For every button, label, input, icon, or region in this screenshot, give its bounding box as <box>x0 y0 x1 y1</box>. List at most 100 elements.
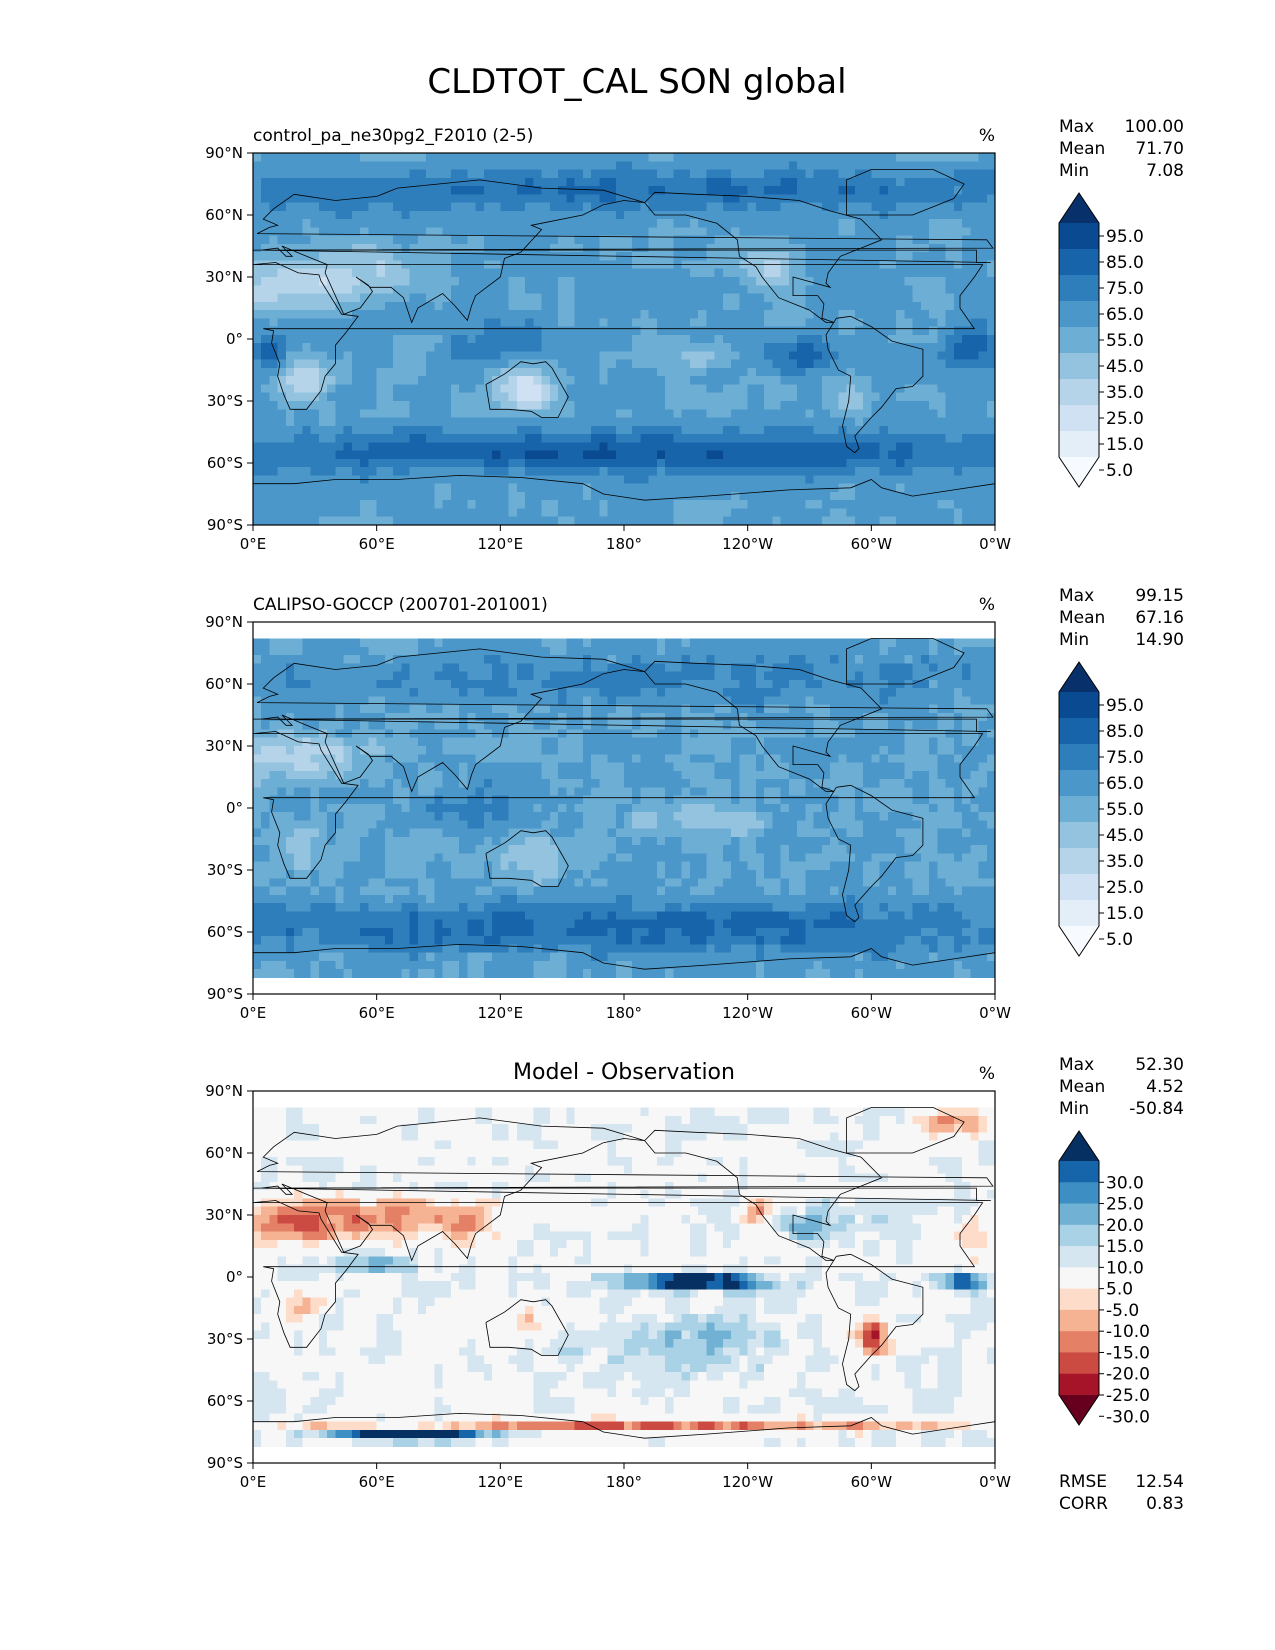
y-tick-label: 30°N <box>205 737 243 755</box>
colorbar-segment <box>1059 379 1099 406</box>
x-tick-label: 180° <box>606 535 642 553</box>
colorbar-segment <box>1059 744 1099 771</box>
coastline <box>485 1299 569 1356</box>
colorbar-tick-label: 45.0 <box>1106 826 1144 846</box>
coastline <box>253 474 995 501</box>
y-tick-label: 0° <box>226 799 243 817</box>
x-tick-label: 120°W <box>722 1473 773 1491</box>
y-tick-label: 60°N <box>205 206 243 224</box>
colorbar: 95.0 85.0 75.0 65.0 55.0 45.0 35.0 25.0 15.0 5.0 <box>1058 192 1144 488</box>
colorbar-tick-label: 95.0 <box>1106 696 1144 716</box>
coastline <box>253 648 994 793</box>
y-tick-label: 90°S <box>207 516 243 534</box>
y-tick-label: 0° <box>226 330 243 348</box>
colorbar-tick-label: 35.0 <box>1106 852 1144 872</box>
colorbar-segment <box>1059 796 1099 823</box>
y-tick-label: 60°S <box>207 1392 243 1410</box>
x-tick-label: 60°W <box>851 1004 893 1022</box>
coastline <box>644 191 883 323</box>
colorbar-tick-label: -25.0 <box>1106 1386 1150 1406</box>
colorbar-segment <box>1059 1224 1099 1247</box>
colorbar-tick-label: -5.0 <box>1106 1301 1139 1321</box>
colorbar-tick-label: -30.0 <box>1106 1407 1150 1427</box>
colorbar: 95.0 85.0 75.0 65.0 55.0 45.0 35.0 25.0 15.0 5.0 <box>1058 661 1144 957</box>
coastline <box>825 784 924 923</box>
colorbar-segment <box>1059 1331 1099 1353</box>
stat-value: 99.15 <box>1135 586 1184 606</box>
x-tick-label: 0°E <box>240 1004 267 1022</box>
metric-label: RMSE <box>1059 1472 1107 1492</box>
panel-model: 0°E 60°E 120°E 180° 120°W 60°W 0°W 90°N 60°N 30°N… <box>205 117 1184 553</box>
x-tick-label: 60°E <box>359 1473 395 1491</box>
coastlines <box>253 638 995 970</box>
y-tick-label: 30°S <box>207 1330 243 1348</box>
y-tick-label: 90°S <box>207 1454 243 1472</box>
coastline <box>253 262 984 410</box>
y-tick-label: 0° <box>226 1268 243 1286</box>
stat-value: -50.84 <box>1129 1099 1184 1119</box>
colorbar-tick-label: -10.0 <box>1106 1322 1150 1342</box>
colorbar-tick-label: 65.0 <box>1106 774 1144 794</box>
x-tick-label: 60°W <box>851 535 893 553</box>
colorbar-tick-label: 55.0 <box>1106 800 1144 820</box>
colorbar-extend-min <box>1059 1395 1099 1425</box>
field-model <box>253 153 995 525</box>
x-tick-label: 0°E <box>240 1473 267 1491</box>
y-tick-label: 90°N <box>205 1082 243 1100</box>
colorbar-segment <box>1059 405 1099 432</box>
colorbar-segment <box>1059 223 1099 250</box>
colorbar-tick-label: 55.0 <box>1106 331 1144 351</box>
colorbar-segment <box>1059 431 1099 458</box>
colorbar-segment <box>1059 1203 1099 1226</box>
colorbar-segment <box>1059 900 1099 927</box>
stat-label: Max <box>1059 117 1094 137</box>
colorbar-segment <box>1059 249 1099 276</box>
panel-units: % <box>979 126 995 146</box>
stat-label: Min <box>1059 161 1089 181</box>
y-tick-label: 90°S <box>207 985 243 1003</box>
colorbar-segment <box>1059 848 1099 875</box>
colorbar-tick-label: 5.0 <box>1106 461 1133 481</box>
colorbar-extend-min <box>1059 457 1099 487</box>
coastlines <box>253 169 995 501</box>
x-tick-label: 180° <box>606 1004 642 1022</box>
stat-label: Min <box>1059 630 1089 650</box>
stat-label: Min <box>1059 1099 1089 1119</box>
colorbar-tick-label: 15.0 <box>1106 904 1144 924</box>
colorbar-segment <box>1059 1161 1099 1183</box>
x-tick-label: 60°E <box>359 535 395 553</box>
colorbar-outline <box>1058 192 1100 488</box>
x-tick-label: 120°W <box>722 1004 773 1022</box>
colorbar-segment <box>1059 1288 1099 1311</box>
coastline <box>846 1107 965 1154</box>
y-tick-label: 30°S <box>207 392 243 410</box>
x-tick-label: 180° <box>606 1473 642 1491</box>
coastline <box>253 943 995 970</box>
stat-value: 4.52 <box>1146 1077 1184 1097</box>
coastlines <box>253 1107 995 1439</box>
coastline <box>253 1200 984 1348</box>
x-tick-label: 120°E <box>478 1473 524 1491</box>
stat-value: 7.08 <box>1146 161 1184 181</box>
colorbar-segment <box>1059 1267 1099 1290</box>
colorbar-segment <box>1059 353 1099 380</box>
colorbar-segment <box>1059 822 1099 849</box>
stat-value: 67.16 <box>1135 608 1184 628</box>
stat-label: Max <box>1059 1055 1094 1075</box>
colorbar-tick-label: 85.0 <box>1106 722 1144 742</box>
colorbar-segment <box>1059 692 1099 719</box>
panel-diff: 0°E 60°E 120°E 180° 120°W 60°W 0°W 90°N 60°N 30°N… <box>205 1055 1184 1514</box>
x-tick-label: 120°W <box>722 535 773 553</box>
y-tick-label: 90°N <box>205 144 243 162</box>
colorbar-extend-max <box>1059 662 1099 692</box>
stat-label: Mean <box>1059 608 1105 628</box>
colorbar-segment <box>1059 275 1099 302</box>
colorbar: 30.025.020.015.010.05.0-5.0-10.0-15.0-20… <box>1058 1130 1150 1427</box>
coastline <box>825 315 924 454</box>
coastline <box>644 660 883 792</box>
x-tick-label: 120°E <box>478 535 524 553</box>
colorbar-tick-label: -20.0 <box>1106 1365 1150 1385</box>
x-tick-label: 0°E <box>240 535 267 553</box>
y-tick-label: 60°S <box>207 454 243 472</box>
colorbar-segment <box>1059 327 1099 354</box>
